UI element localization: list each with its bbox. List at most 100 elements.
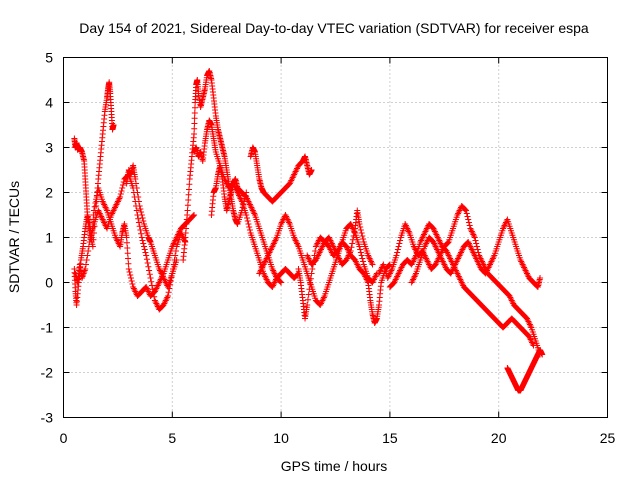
data-point	[118, 188, 125, 194]
data-point	[463, 207, 470, 214]
y-axis-label: SDTVAR / TECUs	[6, 181, 22, 293]
data-point	[395, 243, 402, 250]
data-point	[143, 252, 150, 259]
data-point	[132, 176, 139, 182]
data-point	[191, 212, 198, 218]
data-point	[185, 186, 192, 193]
chart-title: Day 154 of 2021, Sidereal Day-to-day VTE…	[79, 20, 589, 36]
data-point	[304, 296, 311, 303]
data-point	[246, 224, 253, 230]
data-point	[186, 181, 193, 188]
data-point	[123, 239, 130, 246]
data-point	[89, 227, 96, 233]
data-point	[137, 206, 144, 212]
grid-lines	[63, 57, 608, 418]
data-point	[190, 212, 197, 219]
data-point	[135, 215, 142, 222]
data-point	[135, 198, 142, 205]
data-point	[347, 248, 354, 254]
y-tick-label: 1	[45, 230, 53, 246]
data-point	[141, 243, 148, 250]
series-track-n	[408, 216, 544, 290]
x-tick-label: 20	[491, 430, 507, 446]
data-point	[356, 243, 363, 250]
data-point	[110, 122, 117, 128]
data-point	[117, 191, 124, 197]
data-point	[125, 255, 132, 262]
data-point	[172, 248, 179, 254]
data-point	[350, 233, 357, 239]
data-point	[245, 221, 252, 227]
data-point	[191, 110, 198, 116]
data-points	[71, 68, 546, 394]
data-point	[93, 196, 100, 203]
data-point	[127, 275, 134, 281]
data-point	[119, 185, 126, 191]
data-point	[464, 213, 471, 220]
data-point	[119, 182, 126, 188]
data-point	[466, 222, 473, 229]
y-tick-label: 2	[45, 185, 53, 201]
data-point	[184, 202, 191, 209]
data-point	[85, 248, 92, 254]
series-track-h	[247, 144, 315, 205]
data-point	[397, 237, 404, 244]
data-point	[143, 256, 150, 263]
data-point	[125, 266, 132, 272]
data-point	[90, 224, 97, 230]
x-tick-label: 5	[168, 430, 176, 446]
data-point	[369, 261, 376, 268]
data-point	[84, 252, 91, 259]
y-tick-label: -1	[41, 320, 54, 336]
data-point	[138, 230, 145, 237]
series-track-j	[295, 234, 393, 326]
series-track-e	[180, 68, 250, 263]
data-point	[86, 239, 93, 245]
data-point	[185, 197, 192, 203]
data-point	[148, 278, 155, 285]
data-point	[126, 269, 133, 275]
data-point	[150, 290, 157, 296]
data-point	[348, 244, 355, 251]
y-tick-label: -3	[41, 410, 54, 426]
data-point	[185, 191, 192, 198]
data-point	[172, 252, 179, 259]
data-point	[246, 227, 253, 233]
data-point	[244, 218, 251, 224]
data-point	[142, 249, 149, 256]
data-point	[83, 257, 90, 263]
series-track-k	[304, 207, 376, 268]
data-point	[359, 255, 366, 262]
data-point	[465, 216, 472, 223]
data-point	[138, 209, 145, 215]
data-point	[308, 270, 315, 277]
data-point	[173, 257, 180, 263]
data-point	[140, 218, 147, 224]
data-point	[140, 240, 147, 247]
data-point	[82, 261, 89, 268]
data-point	[136, 223, 143, 230]
data-point	[137, 227, 144, 233]
data-point	[141, 246, 148, 253]
data-point	[164, 293, 171, 299]
data-point	[349, 240, 356, 247]
x-tick-label: 0	[60, 430, 68, 446]
data-point	[308, 167, 315, 173]
data-point	[125, 260, 132, 267]
data-point	[357, 227, 364, 233]
series-track-d	[123, 162, 180, 290]
x-tick-labels: 0 5 10 15 20 25	[60, 430, 616, 446]
data-point	[306, 286, 313, 293]
data-point	[307, 275, 314, 282]
data-point	[147, 275, 154, 281]
data-point	[123, 234, 130, 241]
data-point	[146, 271, 153, 278]
data-point	[357, 224, 364, 230]
data-point	[396, 240, 403, 247]
data-point	[462, 206, 469, 213]
data-point	[135, 219, 142, 226]
data-point	[191, 125, 198, 132]
data-point	[393, 252, 400, 259]
data-point	[304, 302, 311, 308]
